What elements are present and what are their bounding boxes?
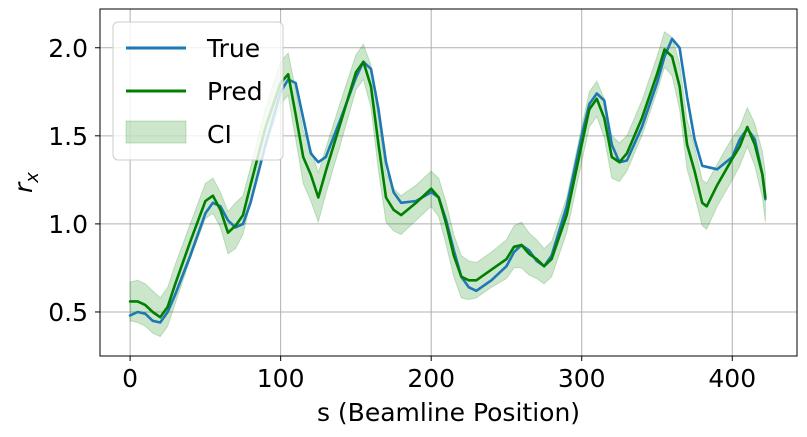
x-tick-label: 200 xyxy=(407,364,455,393)
legend-box xyxy=(112,21,284,161)
y-axis-ticks: 0.5 1.0 1.5 2.0 xyxy=(48,34,100,327)
y-tick-label: 0.5 xyxy=(48,298,88,327)
x-tick-label: 400 xyxy=(708,364,756,393)
y-axis-label-base: r xyxy=(9,181,38,193)
ci-layer xyxy=(129,31,766,338)
plot-frame xyxy=(99,8,798,357)
series-line-pred xyxy=(128,48,767,319)
y-axis-label: rx xyxy=(9,172,43,193)
legend: True Pred CI xyxy=(112,21,284,161)
y-tick-label: 2.0 xyxy=(48,34,88,63)
y-axis-label-subscript: x xyxy=(22,172,43,184)
ci-band xyxy=(129,31,766,338)
legend-swatch-ci xyxy=(125,120,187,144)
y-tick-label: 1.5 xyxy=(48,122,88,151)
legend-label-pred: Pred xyxy=(207,77,263,106)
y-tick-label: 1.0 xyxy=(48,210,88,239)
x-tick-label: 100 xyxy=(257,364,305,393)
x-tick-label: 0 xyxy=(122,364,138,393)
legend-label-ci: CI xyxy=(207,120,232,149)
series-layer xyxy=(128,37,767,324)
legend-label-true: True xyxy=(206,34,260,63)
x-axis-label: s (Beamline Position) xyxy=(317,398,580,427)
x-axis-ticks: 0 100 200 300 400 xyxy=(122,356,756,393)
x-tick-label: 300 xyxy=(558,364,606,393)
